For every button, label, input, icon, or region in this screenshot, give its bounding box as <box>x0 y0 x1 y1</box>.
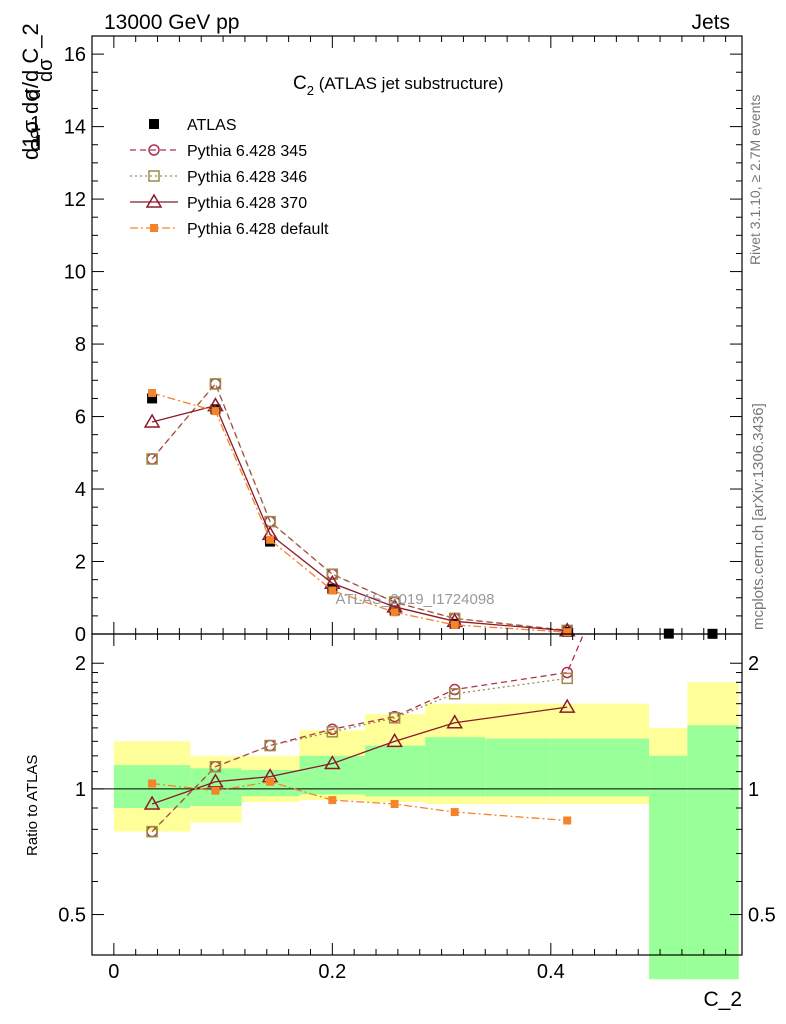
ratio-tick-label-right: 1 <box>748 779 759 801</box>
legend: ATLAS Pythia 6.428 345 Pythia 6.428 346 Pyt… <box>130 117 329 238</box>
legend-label: Pythia 6.428 default <box>187 221 329 238</box>
svg-text:d1σdσ/d C_2: d1σdσ/d C_2 <box>18 23 43 160</box>
legend-label: Pythia 6.428 370 <box>187 195 307 212</box>
ratio-band-stat <box>687 725 739 980</box>
data-point-triangle <box>143 413 161 428</box>
data-point-filled-square <box>148 779 157 788</box>
ratio-tick-label-right: 2 <box>748 653 759 675</box>
ratio-band-stat <box>550 738 650 797</box>
ratio-tick-label-right: 0.5 <box>748 905 776 927</box>
data-point-filled-square <box>450 808 459 817</box>
ratio-series-line <box>151 677 568 833</box>
data-point-square <box>326 726 339 738</box>
data-point-filled-square <box>328 796 337 805</box>
ratio-band-stat <box>299 755 366 795</box>
data-point-triangle <box>145 193 163 208</box>
data-point-atlas <box>147 393 158 404</box>
data-point-square <box>448 688 461 700</box>
header-tag: Jets <box>691 11 730 34</box>
y-tick-label: 12 <box>64 189 86 211</box>
ratio-bands <box>92 682 742 980</box>
ratio-tick-label-left: 0.5 <box>58 905 86 927</box>
data-point-filled-square <box>211 407 220 416</box>
ratio-tick-label-left: 1 <box>75 779 86 801</box>
y-tick-label: 14 <box>64 117 86 139</box>
data-point-square <box>388 712 401 724</box>
ratio-tick-label-left: 2 <box>75 653 86 675</box>
data-point-square <box>264 739 276 752</box>
data-point-square <box>209 378 222 390</box>
svg-text:1: 1 <box>30 113 41 135</box>
x-tick-label: 0 <box>108 961 119 983</box>
data-point-triangle <box>446 714 463 729</box>
data-point-atlas <box>149 119 159 129</box>
y-tick-label: 0 <box>75 624 86 646</box>
data-point-square <box>561 672 573 685</box>
data-point-filled-square <box>563 628 572 637</box>
data-point-square <box>209 760 222 773</box>
ratio-series-line <box>151 706 568 805</box>
svg-text:σ: σ <box>30 125 40 142</box>
ylabel-frac-one: d1 <box>18 136 43 160</box>
data-point-triangle <box>386 732 403 748</box>
data-point-filled-square <box>390 608 399 617</box>
y-tick-label: 8 <box>75 334 86 356</box>
data-point-square <box>146 825 158 838</box>
x-tick-label: 0.2 <box>318 961 346 983</box>
mcplots-credit: mcplots.cern.ch [arXiv:1306.3436] <box>750 403 767 630</box>
plot-title: C2 (ATLAS jet substructure) <box>293 73 504 98</box>
analysis-watermark: ATLAS_2019_I1724098 <box>335 591 494 608</box>
svg-text:dσ: dσ <box>35 58 57 82</box>
x-tick-label: 0.4 <box>537 961 565 983</box>
data-point-circle <box>209 378 222 390</box>
data-point-filled-square <box>266 535 275 544</box>
ratio-band-stat <box>649 755 688 980</box>
svg-text:d: d <box>23 89 45 100</box>
data-point-triangle <box>143 795 161 810</box>
y-tick-label: 2 <box>75 552 86 574</box>
data-point-triangle <box>558 698 576 713</box>
y-tick-label: 10 <box>64 262 86 284</box>
ratio-band-stat <box>425 737 486 797</box>
y-tick-label: 4 <box>75 479 86 501</box>
data-point-circle <box>148 144 160 156</box>
x-axis-label: C_2 <box>703 988 742 1011</box>
ratio-panel-content <box>143 633 585 838</box>
data-point-filled-square <box>266 777 275 786</box>
data-point-filled-square <box>390 800 399 809</box>
header-process: 13000 GeV pp <box>104 11 239 34</box>
data-point-square <box>148 170 160 182</box>
rivet-version: Rivet 3.1.10, ≥ 2.7M events <box>747 95 763 265</box>
ratio-band-stat <box>485 738 551 797</box>
ratio-band-stat <box>365 745 426 797</box>
main-ylabel-text: d1σdσ/d C_2 <box>18 23 43 160</box>
svg-text:d: d <box>30 133 41 155</box>
data-point-filled-square <box>328 586 337 595</box>
data-point-square <box>326 568 339 580</box>
y-tick-label: 6 <box>75 407 86 429</box>
y-tick-label: 16 <box>64 44 86 66</box>
data-point-filled-square <box>211 786 220 795</box>
data-point-filled-square <box>563 816 572 825</box>
data-point-circle <box>264 739 276 752</box>
legend-label: ATLAS <box>187 117 237 134</box>
data-point-square <box>146 453 158 465</box>
data-point-filled-square <box>450 620 459 629</box>
legend-label: Pythia 6.428 346 <box>187 169 307 186</box>
ratio-ylabel: Ratio to ATLAS <box>24 755 41 856</box>
main-ylabel: d 1 σ dσ d <box>23 58 57 155</box>
data-point-filled-square <box>148 388 157 397</box>
data-point-filled-square <box>150 224 158 232</box>
data-point-circle <box>561 666 573 679</box>
legend-label: Pythia 6.428 345 <box>187 143 307 160</box>
data-point-triangle <box>324 755 341 770</box>
ratio-frame <box>91 633 743 956</box>
